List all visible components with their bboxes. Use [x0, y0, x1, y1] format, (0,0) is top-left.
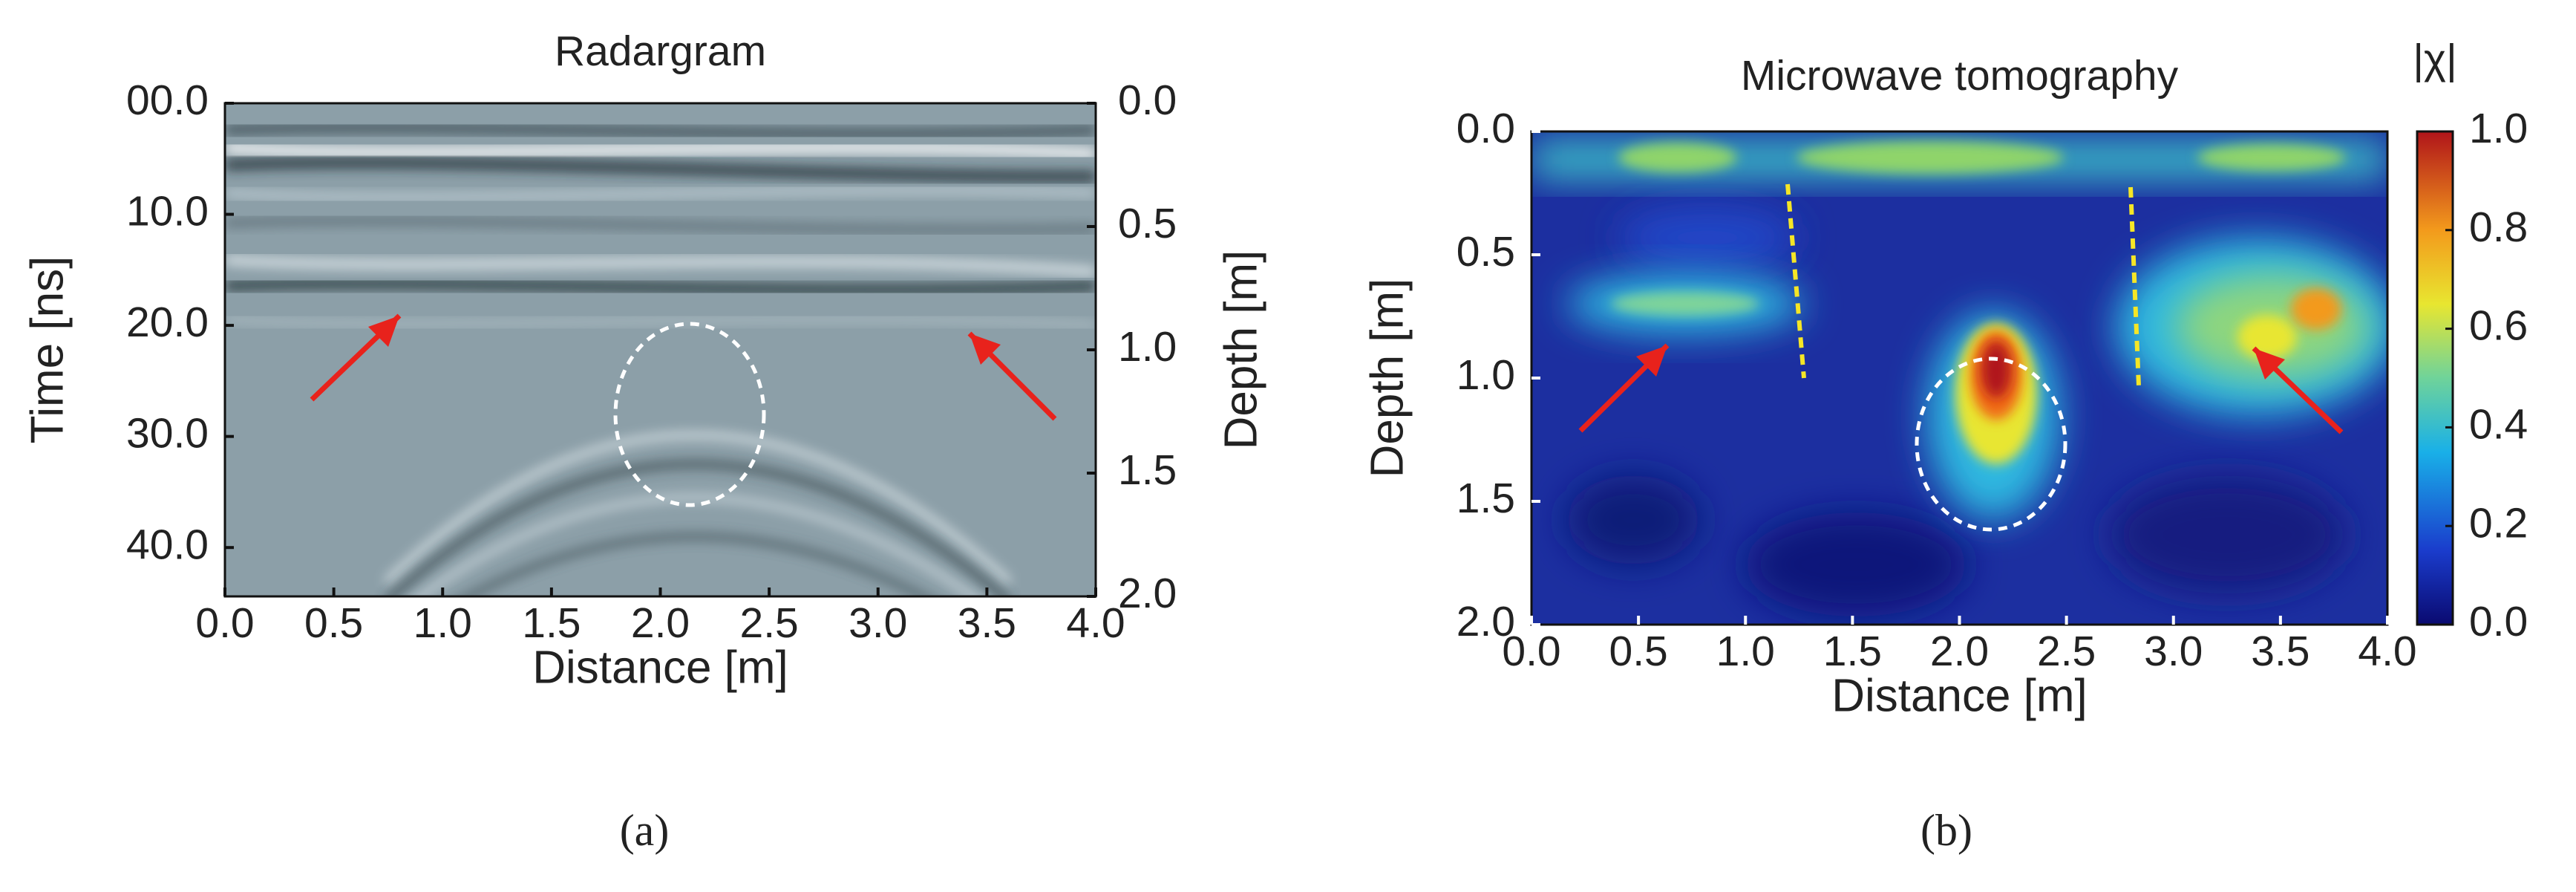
dashed-boundary [1785, 183, 1806, 379]
y2-axis-label: Depth [m] [1215, 250, 1266, 450]
image-background [225, 103, 1096, 596]
x-tick-label: 1.0 [413, 599, 472, 647]
y2-tick-label: 2.0 [1118, 570, 1177, 617]
x-axis-label: Distance [m] [1831, 670, 2088, 721]
blob [1618, 208, 1797, 267]
y-tick-label: 2.0 [1457, 598, 1515, 645]
x-tick-label: 3.5 [958, 599, 1016, 647]
y-axis-label: Time [ns] [22, 256, 73, 444]
target-circle [613, 322, 766, 507]
colorbar-tick-label: 0.6 [2469, 302, 2528, 350]
y-tick-label: 0.5 [1457, 228, 1515, 276]
y-tick-label: 10.0 [126, 188, 209, 235]
blob [2197, 144, 2346, 171]
x-tick-label: 0.0 [195, 599, 254, 647]
y-tick-label: 00.0 [126, 76, 209, 124]
blob [1611, 292, 1759, 316]
x-tick-label: 2.0 [631, 599, 690, 647]
y2-tick-label: 1.5 [1118, 446, 1177, 494]
panel-label: (b) [1920, 806, 1972, 855]
tomography-image [1531, 131, 2387, 625]
x-tick-label: 0.0 [1502, 628, 1560, 675]
x-tick-label: 1.5 [522, 599, 581, 647]
x-tick-label: 2.5 [740, 599, 799, 647]
colorbar-tick-label: 0.8 [2469, 204, 2528, 251]
blob [2237, 315, 2297, 359]
reflection-band [225, 186, 1096, 201]
x-tick-label: 4.0 [1066, 599, 1125, 647]
blob [2108, 475, 2346, 594]
x-tick-label: 1.5 [1823, 628, 1882, 675]
chart-title: Microwave tomography [1741, 52, 2179, 100]
y-tick-label: 1.0 [1457, 351, 1515, 399]
colorbar-label: |χ| [2413, 36, 2457, 83]
y2-tick-label: 1.0 [1118, 323, 1177, 371]
arrow-head [970, 333, 1001, 365]
arrow-head [1636, 345, 1667, 377]
reflection-band [225, 122, 1096, 140]
x-tick-label: 3.0 [2144, 628, 2203, 675]
reflection-band [225, 316, 1096, 328]
x-tick-label: 3.0 [849, 599, 907, 647]
reflection-band [225, 278, 1096, 296]
y-tick-label: 30.0 [126, 410, 209, 458]
radargram-image [225, 103, 1096, 596]
blob [1981, 342, 2011, 398]
y-tick-label: 40.0 [126, 521, 209, 568]
hyperbola [387, 460, 1009, 596]
y2-tick-label: 0.5 [1118, 200, 1177, 247]
reflection-band [225, 157, 1096, 182]
colorbar-tick-label: 1.0 [2469, 105, 2528, 152]
reflection-band [225, 141, 1096, 160]
y-axis-label: Depth [m] [1361, 279, 1413, 478]
colorbar [2416, 130, 2454, 626]
x-tick-label: 2.5 [2037, 628, 2096, 675]
x-tick-label: 0.5 [304, 599, 363, 647]
blob [1797, 141, 2064, 174]
chart-title: Radargram [555, 27, 766, 75]
x-tick-label: 4.0 [2358, 628, 2416, 675]
y2-tick-label: 0.0 [1118, 76, 1177, 124]
panel-label: (a) [620, 806, 670, 855]
arrow-head [368, 316, 399, 347]
y-tick-label: 1.5 [1457, 475, 1515, 522]
blob [1618, 143, 1737, 172]
colorbar-tick-label: 0.2 [2469, 499, 2528, 547]
arrow-head [2254, 348, 2285, 380]
y-tick-label: 0.0 [1457, 105, 1515, 152]
reflection-band [225, 216, 1096, 234]
blob [1566, 475, 1700, 564]
x-tick-label: 1.0 [1716, 628, 1775, 675]
x-tick-label: 3.5 [2251, 628, 2309, 675]
target-circle [1915, 357, 2067, 532]
blob [2291, 288, 2341, 330]
y-tick-label: 20.0 [126, 299, 209, 346]
x-axis-label: Distance [m] [532, 642, 788, 693]
blob [1745, 512, 1967, 616]
x-tick-label: 2.0 [1930, 628, 1989, 675]
colorbar-tick-label: 0.4 [2469, 400, 2528, 448]
reflection-band [225, 255, 1096, 276]
x-tick-label: 0.5 [1609, 628, 1668, 675]
colorbar-tick-label: 0.0 [2469, 598, 2528, 645]
